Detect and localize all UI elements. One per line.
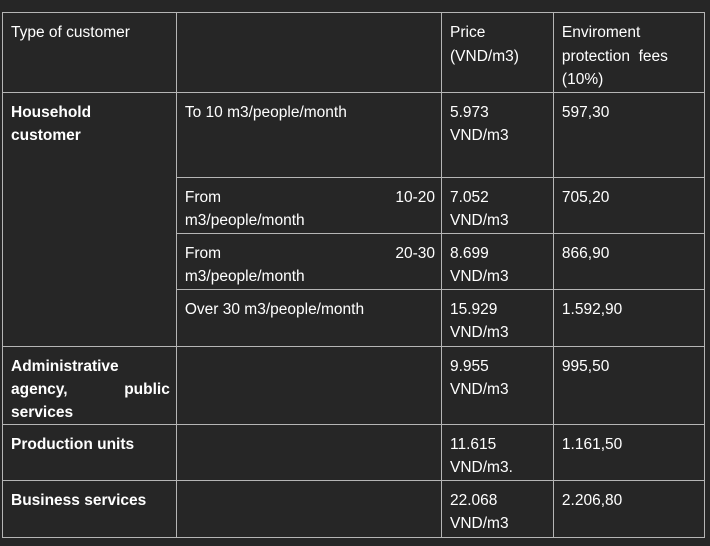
- administrative-blank-cell: [175, 345, 443, 425]
- household-tier-1-price: 5.973 VND/m3: [441, 91, 554, 178]
- header-price-line2: (VND/m3): [450, 47, 519, 65]
- production-row: Production units 11.615 VND/m3. 1.161,50: [2, 423, 706, 481]
- household-label-cell: Household customer: [2, 91, 177, 347]
- administrative-label-cell: Administrative agency, public services: [2, 345, 177, 425]
- household-tier-4-price: 15.929 VND/m3: [441, 288, 554, 347]
- business-label-cell: Business services: [2, 479, 177, 538]
- header-fees-line1: Enviroment: [561, 24, 641, 41]
- production-label-cell: Production units: [2, 423, 177, 481]
- header-type-of-customer-label: Type of customer: [11, 24, 130, 41]
- business-row: Business services 22.068 VND/m3 2.206,80: [2, 479, 706, 538]
- household-tier-2-price: 7.052 VND/m3: [441, 176, 554, 234]
- administrative-fee: 995,50: [552, 345, 706, 425]
- header-type-of-customer: Type of customer: [2, 12, 177, 93]
- header-price-line1: Price: [450, 24, 486, 41]
- household-tier-3-fee: 866,90: [552, 232, 706, 290]
- administrative-price: 9.955 VND/m3: [441, 345, 554, 425]
- household-tier-1-fee: 597,30: [552, 91, 706, 178]
- household-tier-1-row: Household customer To 10 m3/people/month…: [2, 91, 706, 347]
- household-tier-2-row: From 10-20 m3/people/month 7.052 VND/m3 …: [3, 176, 706, 234]
- household-tier-3-row: From 20-30 m3/people/month 8.699 VND/m3 …: [3, 232, 706, 290]
- production-blank-cell: [175, 423, 443, 481]
- household-tier-4-fee: 1.592,90: [552, 288, 706, 347]
- household-label-line2: customer: [11, 127, 81, 144]
- header-price: Price (VND/m3): [441, 12, 554, 93]
- header-fees-line2: protection fees: [561, 47, 668, 65]
- business-blank-cell: [175, 479, 443, 538]
- household-tier-4-range: Over 30 m3/people/month: [175, 288, 443, 347]
- header-row: Type of customer Price (VND/m3) Envirome…: [2, 12, 706, 93]
- household-tier-1-range: To 10 m3/people/month: [175, 91, 443, 178]
- business-price: 22.068 VND/m3: [441, 479, 554, 538]
- business-fee: 2.206,80: [552, 479, 706, 538]
- header-fees: Enviroment protection fees (10%): [552, 12, 706, 93]
- header-fees-line3: (10%): [561, 71, 604, 88]
- production-price: 11.615 VND/m3.: [441, 423, 554, 481]
- water-price-table: Type of customer Price (VND/m3) Envirome…: [2, 12, 706, 538]
- household-tier-3-price: 8.699 VND/m3: [441, 232, 554, 290]
- household-tier-3-range: From 20-30 m3/people/month: [175, 232, 443, 290]
- household-label-line1: Household: [11, 103, 92, 121]
- production-fee: 1.161,50: [552, 423, 706, 481]
- administrative-row: Administrative agency, public services 9…: [2, 345, 706, 425]
- header-blank-cell: [175, 12, 443, 93]
- household-tier-2-range: From 10-20 m3/people/month: [175, 176, 443, 234]
- household-tier-2-fee: 705,20: [552, 176, 706, 234]
